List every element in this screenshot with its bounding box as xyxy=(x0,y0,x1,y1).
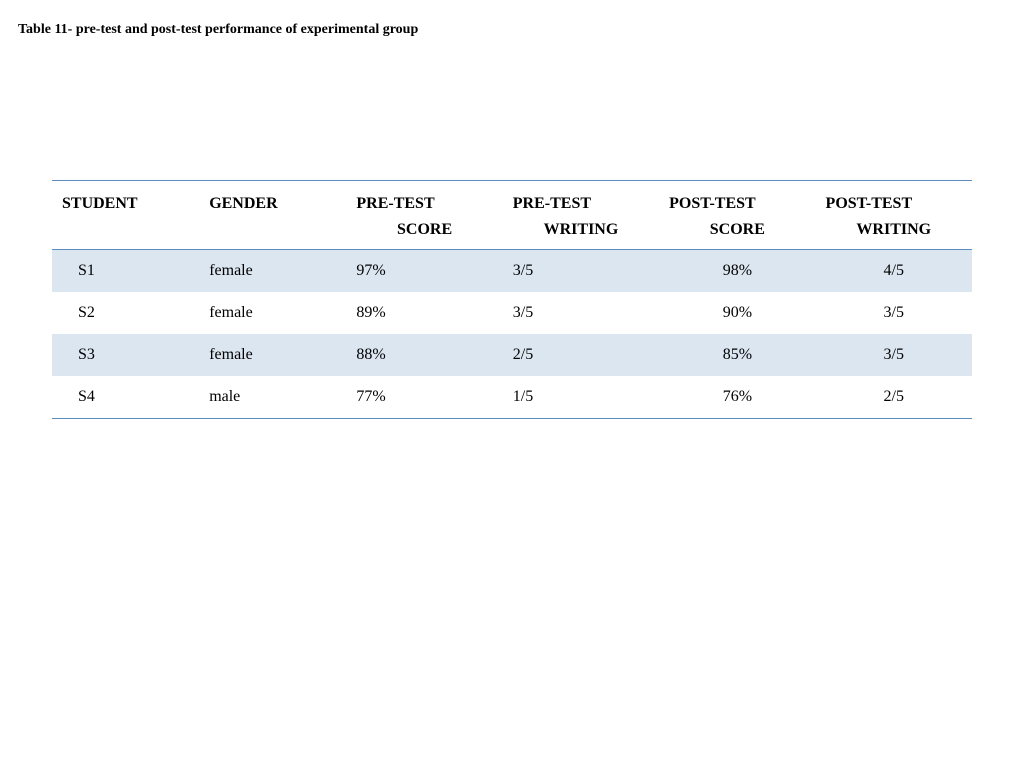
cell-pretest-score: 97% xyxy=(346,250,502,293)
cell-pretest-writing: 2/5 xyxy=(503,334,659,376)
cell-gender: female xyxy=(199,292,346,334)
cell-posttest-writing: 3/5 xyxy=(816,334,972,376)
col-header-pretest: PRE-TEST xyxy=(346,181,502,219)
table-header-row-1: STUDENT GENDER PRE-TEST PRE-TEST POST-TE… xyxy=(52,181,972,219)
col-sub-posttest-score: SCORE xyxy=(659,219,815,250)
table-row: S1 female 97% 3/5 98% 4/5 xyxy=(52,250,972,293)
cell-pretest-score: 89% xyxy=(346,292,502,334)
table-body: S1 female 97% 3/5 98% 4/5 S2 female 89% … xyxy=(52,250,972,419)
table-container: STUDENT GENDER PRE-TEST PRE-TEST POST-TE… xyxy=(52,180,972,419)
cell-posttest-writing: 4/5 xyxy=(816,250,972,293)
table-row: S4 male 77% 1/5 76% 2/5 xyxy=(52,376,972,419)
cell-student: S3 xyxy=(52,334,199,376)
col-sub-pretest-score: SCORE xyxy=(346,219,502,250)
cell-pretest-writing: 3/5 xyxy=(503,250,659,293)
cell-posttest-score: 85% xyxy=(659,334,815,376)
table-caption: Table 11- pre-test and post-test perform… xyxy=(18,22,418,38)
col-sub-posttest-writing: WRITING xyxy=(816,219,972,250)
table-row: S3 female 88% 2/5 85% 3/5 xyxy=(52,334,972,376)
col-header-posttest2: POST-TEST xyxy=(816,181,972,219)
cell-student: S4 xyxy=(52,376,199,419)
cell-pretest-score: 77% xyxy=(346,376,502,419)
col-sub-gender xyxy=(199,219,346,250)
cell-gender: female xyxy=(199,334,346,376)
performance-table: STUDENT GENDER PRE-TEST PRE-TEST POST-TE… xyxy=(52,180,972,419)
col-sub-pretest-writing: WRITING xyxy=(503,219,659,250)
col-header-posttest: POST-TEST xyxy=(659,181,815,219)
table-header-row-2: SCORE WRITING SCORE WRITING xyxy=(52,219,972,250)
col-sub-student xyxy=(52,219,199,250)
table-row: S2 female 89% 3/5 90% 3/5 xyxy=(52,292,972,334)
col-header-gender: GENDER xyxy=(199,181,346,219)
cell-pretest-writing: 1/5 xyxy=(503,376,659,419)
cell-posttest-score: 98% xyxy=(659,250,815,293)
cell-posttest-score: 76% xyxy=(659,376,815,419)
cell-pretest-writing: 3/5 xyxy=(503,292,659,334)
cell-student: S2 xyxy=(52,292,199,334)
cell-gender: male xyxy=(199,376,346,419)
cell-posttest-writing: 3/5 xyxy=(816,292,972,334)
col-header-pretest2: PRE-TEST xyxy=(503,181,659,219)
col-header-student: STUDENT xyxy=(52,181,199,219)
cell-posttest-writing: 2/5 xyxy=(816,376,972,419)
cell-gender: female xyxy=(199,250,346,293)
cell-posttest-score: 90% xyxy=(659,292,815,334)
cell-student: S1 xyxy=(52,250,199,293)
cell-pretest-score: 88% xyxy=(346,334,502,376)
